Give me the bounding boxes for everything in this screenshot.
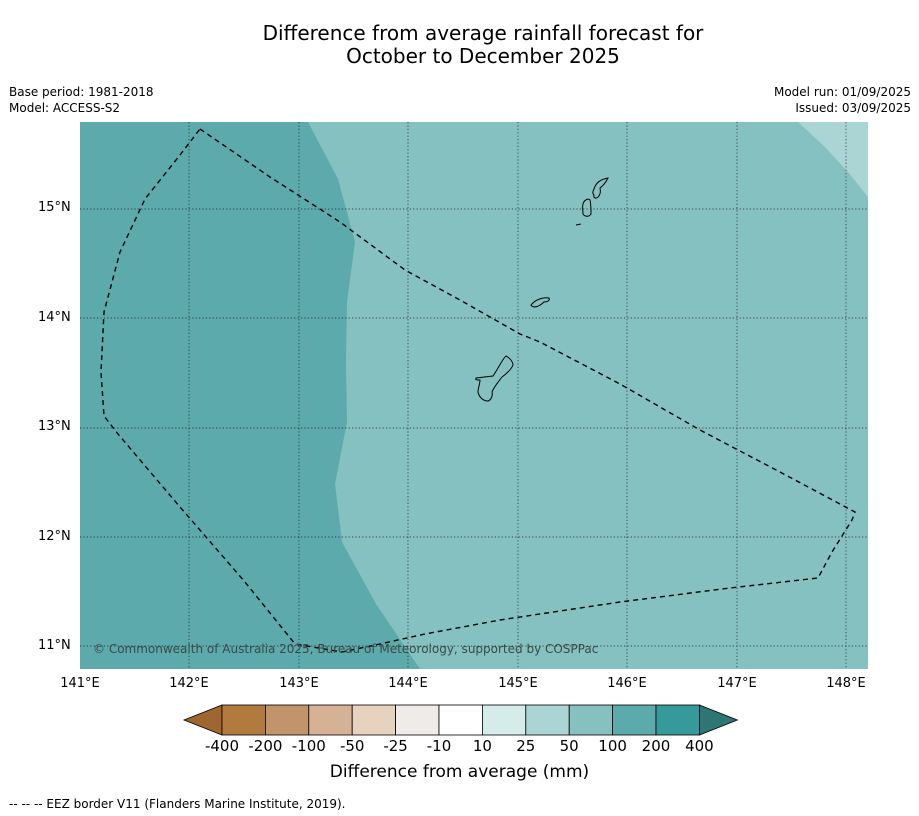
colorbar-tick-label: -400: [204, 737, 240, 755]
colorbar-tick-label: 100: [598, 737, 627, 755]
island-guam: [475, 355, 514, 402]
island-saipan: [592, 177, 609, 199]
colorbar-segment: [351, 704, 396, 736]
colorbar-extend-high: [699, 704, 739, 736]
colorbar-tick-label: 25: [516, 737, 536, 755]
lat-label-15: 15°N: [38, 200, 71, 215]
base-period-text: Base period: 1981-2018: [9, 85, 154, 99]
islands: [475, 177, 609, 402]
title-line-2: October to December 2025: [346, 44, 620, 68]
lon-label-143: 143°E: [279, 676, 319, 691]
title-line-1: Difference from average rainfall forecas…: [262, 21, 704, 45]
colorbar-segment: [612, 704, 657, 736]
chart-title: Difference from average rainfall forecas…: [0, 22, 919, 68]
lat-label-13: 13°N: [38, 419, 71, 434]
colorbar-tick-label: -200: [248, 737, 283, 755]
colorbar-segment: [655, 704, 700, 736]
lat-label-12: 12°N: [38, 529, 71, 544]
colorbar-extend-low: [182, 704, 223, 736]
colorbar-segment: [221, 704, 266, 736]
colorbar-tick-label: 200: [641, 737, 671, 755]
island-rota: [530, 297, 550, 308]
eez-border: [100, 128, 856, 653]
colorbar-segment: [308, 704, 353, 736]
colorbar-segment: [395, 704, 440, 736]
colorbar-segment: [525, 704, 570, 736]
lon-label-141: 141°E: [60, 676, 100, 691]
colorbar-segment: [481, 704, 527, 736]
colorbar-segments: [182, 704, 739, 736]
issued-text: Issued: 03/09/2025: [795, 101, 911, 115]
graticule: [80, 122, 868, 669]
lon-label-144: 144°E: [388, 676, 428, 691]
island-aguijan: [575, 223, 582, 226]
colorbar-segment: [438, 704, 483, 736]
colorbar-segment: [265, 704, 310, 736]
meta-left: Base period: 1981-2018 Model: ACCESS-S2: [9, 84, 154, 116]
copyright-text: © Commonwealth of Australia 2025, Bureau…: [93, 642, 599, 656]
colorbar-segment: [568, 704, 614, 736]
lon-label-142: 142°E: [169, 676, 209, 691]
colorbar-tick-label: 400: [685, 737, 714, 755]
lon-label-147: 147°E: [717, 676, 757, 691]
colorbar-tick-label: -100: [291, 737, 326, 755]
colorbar-title: Difference from average (mm): [329, 762, 590, 782]
rainfall-zone-50-100: [798, 122, 868, 197]
rainfall-zone-200-400: [80, 122, 420, 669]
lat-label-11: 11°N: [38, 638, 71, 653]
colorbar-tick-label: -10: [426, 737, 452, 755]
lon-label-145: 145°E: [498, 676, 538, 691]
lon-label-148: 148°E: [826, 676, 866, 691]
eez-footnote: -- -- -- EEZ border V11 (Flanders Marine…: [9, 797, 346, 811]
map-panel: [80, 122, 868, 669]
model-run-text: Model run: 01/09/2025: [773, 85, 911, 99]
island-tinian: [582, 198, 592, 217]
colorbar-tick-label: -25: [383, 737, 408, 755]
lat-label-14: 14°N: [38, 310, 71, 325]
colorbar-tick-label: 50: [559, 737, 579, 755]
map-svg: [80, 122, 868, 669]
colorbar-tick-label: 10: [472, 737, 492, 755]
meta-right: Model run: 01/09/2025 Issued: 03/09/2025: [774, 84, 911, 116]
colorbar: [182, 704, 739, 736]
colorbar-tick-label: -50: [339, 737, 365, 755]
lon-label-146: 146°E: [607, 676, 647, 691]
model-text: Model: ACCESS-S2: [9, 101, 121, 115]
